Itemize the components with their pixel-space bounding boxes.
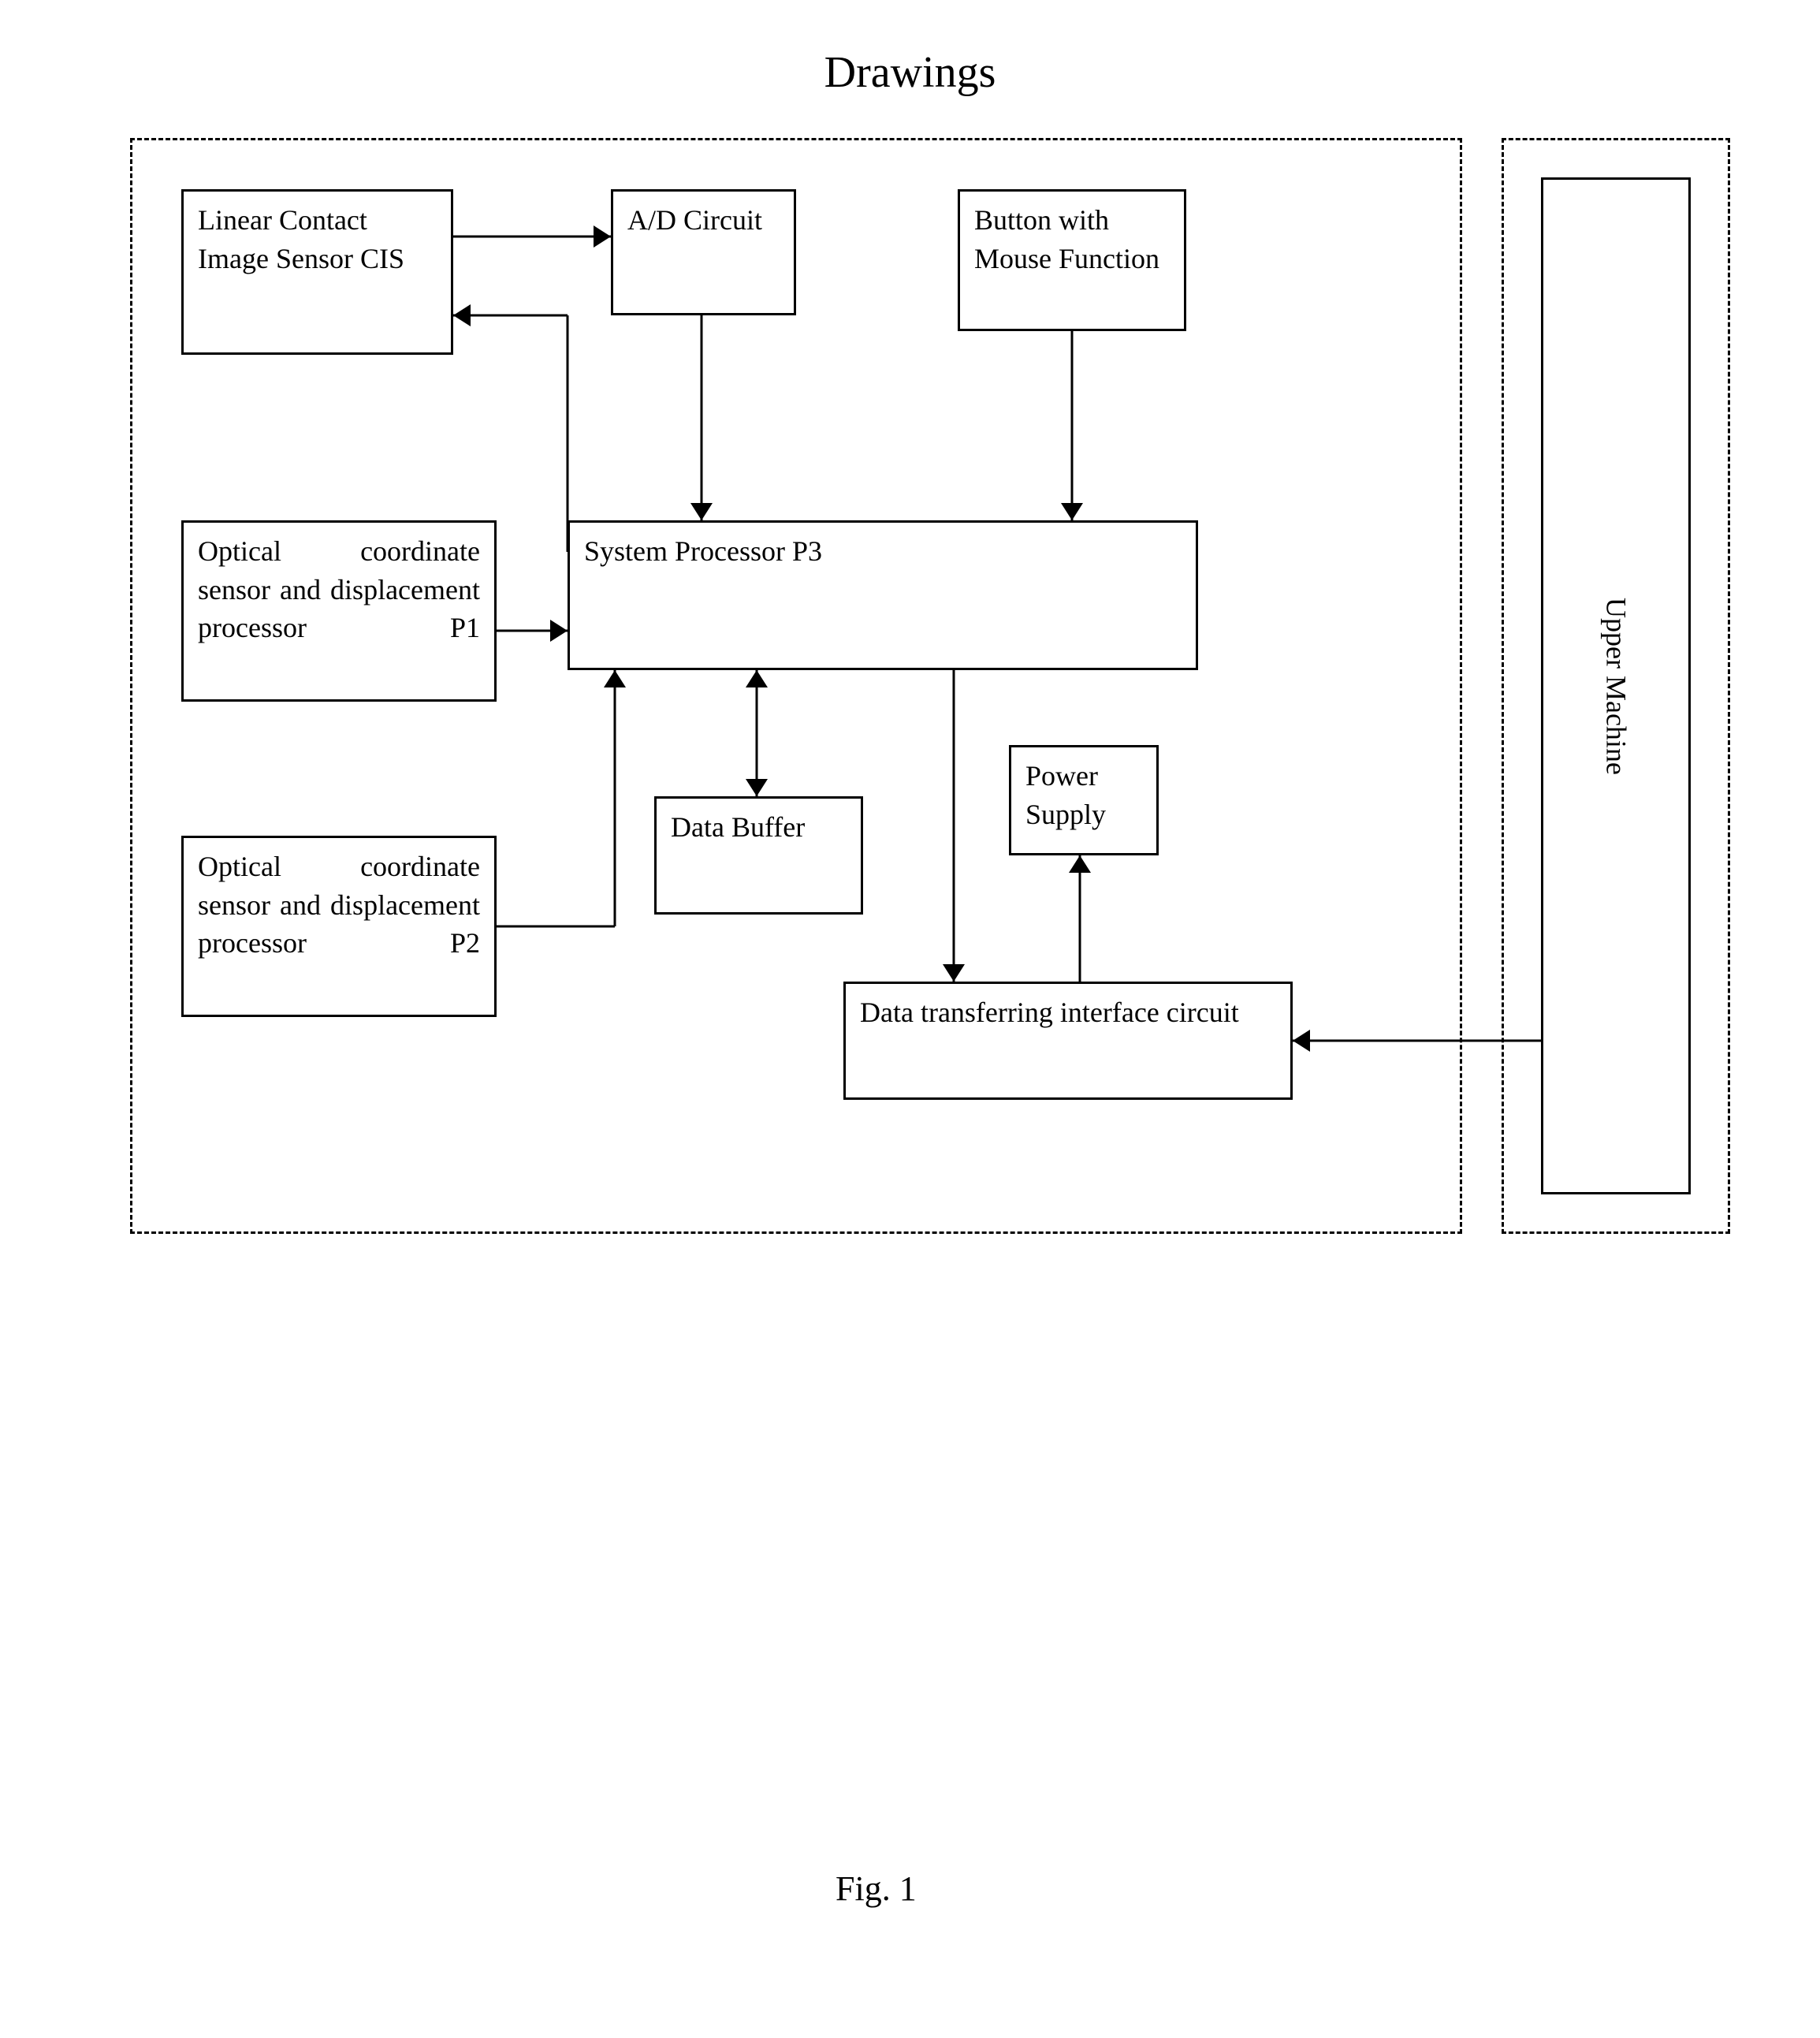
node-p3-label: System Processor P3 <box>584 535 822 567</box>
node-power-label: Power Supply <box>1025 760 1106 830</box>
node-p2: Optical coordinate sensor and displaceme… <box>181 836 497 1017</box>
figure-caption: Fig. 1 <box>836 1868 917 1909</box>
page-title: Drawings <box>0 47 1820 98</box>
node-ad-circuit: A/D Circuit <box>611 189 796 315</box>
node-cis-label: Linear Contact Image Sensor CIS <box>198 204 404 274</box>
node-button: Button with Mouse Function <box>958 189 1186 331</box>
node-data-buffer: Data Buffer <box>654 796 863 915</box>
node-power-supply: Power Supply <box>1009 745 1159 855</box>
page: Drawings Linear Contact Image Sensor CIS… <box>0 0 1820 2038</box>
node-button-label: Button with Mouse Function <box>974 204 1159 274</box>
node-system-processor: System Processor P3 <box>568 520 1198 670</box>
node-buffer-label: Data Buffer <box>671 811 805 843</box>
node-data-transfer-interface: Data transferring interface circuit <box>843 982 1293 1100</box>
node-upper-label: Upper Machine <box>1597 598 1636 775</box>
node-cis: Linear Contact Image Sensor CIS <box>181 189 453 355</box>
node-ad-label: A/D Circuit <box>627 204 762 236</box>
node-p1: Optical coordinate sensor and displaceme… <box>181 520 497 702</box>
node-dti-label: Data transferring interface circuit <box>860 997 1239 1028</box>
node-upper-machine: Upper Machine <box>1541 177 1691 1194</box>
node-p2-label: Optical coordinate sensor and displaceme… <box>198 851 480 959</box>
node-p1-label: Optical coordinate sensor and displaceme… <box>198 535 480 643</box>
